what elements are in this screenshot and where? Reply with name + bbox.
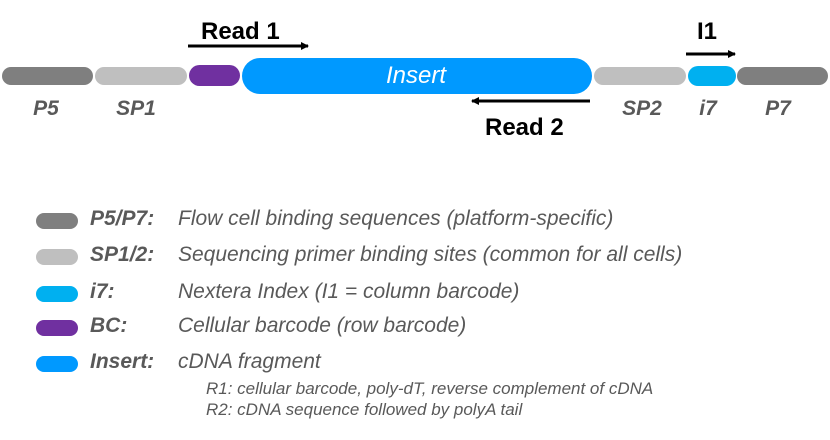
segment-insert [242, 58, 592, 94]
legend-key: i7: [90, 280, 115, 303]
note-r1: R1: cellular barcode, poly-dT, reverse c… [206, 379, 654, 398]
legend-swatch-sp [36, 249, 78, 265]
segment-bc [189, 65, 240, 86]
legend-swatch-insert [36, 356, 78, 372]
legend-key: P5/P7: [90, 207, 155, 230]
segment-sp2 [594, 67, 686, 85]
read2-label: Read 2 [485, 114, 564, 141]
legend-desc: Nextera Index (I1 = column barcode) [178, 280, 520, 303]
legend-swatch-bc [36, 320, 78, 336]
segment-i7 [688, 66, 736, 86]
legend-key: Insert: [90, 350, 155, 373]
read1-label: Read 1 [201, 18, 280, 45]
legend-swatch-p5p7 [36, 213, 78, 229]
read-arrows [188, 42, 736, 105]
legend-desc: Cellular barcode (row barcode) [178, 314, 467, 337]
p7-label: P7 [765, 97, 791, 120]
note-r2: R2: cDNA sequence followed by polyA tail [206, 400, 523, 419]
legend-desc: Sequencing primer binding sites (common … [178, 243, 683, 266]
segment-p7 [737, 67, 828, 85]
i7-label: i7 [699, 97, 717, 120]
segment-p5 [2, 67, 93, 85]
legend-desc: Flow cell binding sequences (platform-sp… [178, 207, 614, 230]
segment-sp1 [95, 67, 187, 85]
legend-swatch-i7 [36, 286, 78, 302]
sp1-label: SP1 [116, 97, 156, 120]
legend-desc: cDNA fragment [178, 350, 321, 373]
insert-label: Insert [385, 62, 447, 89]
p5-label: P5 [33, 97, 59, 120]
legend-key: SP1/2: [90, 243, 155, 266]
i1-label: I1 [697, 18, 718, 45]
sp2-label: SP2 [622, 97, 662, 120]
legend-key: BC: [90, 314, 128, 337]
